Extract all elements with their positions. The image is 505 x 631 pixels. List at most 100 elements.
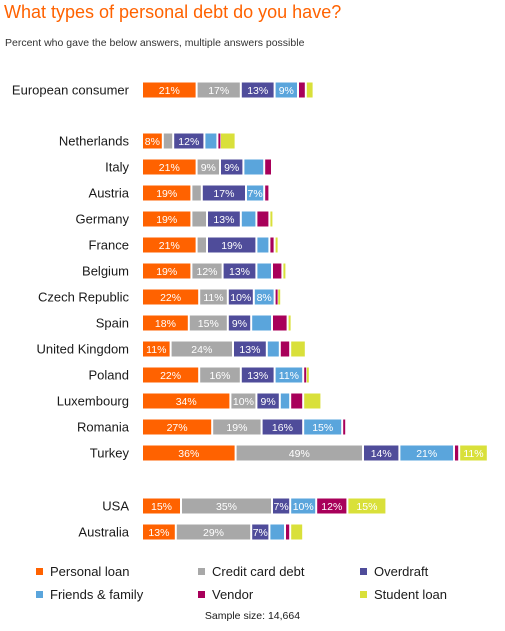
bar-australia-overdraft xyxy=(252,524,269,540)
bar-france-friends-and-family xyxy=(257,237,269,253)
data-label-italy-credit-card-debt: 9% xyxy=(201,162,216,174)
bar-germany-vendor xyxy=(257,211,269,227)
bar-italy-friends-and-family xyxy=(244,159,264,175)
bar-poland-student-loan xyxy=(306,367,309,383)
legend-item-friends-and-family: Friends & family xyxy=(36,587,143,602)
data-label-netherlands-overdraft: 12% xyxy=(178,136,199,148)
data-label-european-consumer-personal-loan: 21% xyxy=(159,85,180,97)
bar-spain-vendor xyxy=(273,315,287,331)
legend-swatch-vendor xyxy=(198,591,205,598)
bar-united-kingdom-friends-and-family xyxy=(267,341,279,357)
bar-italy-vendor xyxy=(265,159,271,175)
bar-australia-vendor xyxy=(286,524,290,540)
data-label-turkey-credit-card-debt: 49% xyxy=(289,448,310,460)
data-label-germany-personal-loan: 19% xyxy=(156,214,177,226)
data-label-united-kingdom-credit-card-debt: 24% xyxy=(191,344,212,356)
bar-united-kingdom-credit-card-debt xyxy=(171,341,232,357)
data-label-belgium-credit-card-debt: 12% xyxy=(196,266,217,278)
bar-belgium-personal-loan xyxy=(143,263,191,279)
bar-belgium-credit-card-debt xyxy=(192,263,222,279)
bar-usa-vendor xyxy=(317,498,347,514)
category-label-australia: Australia xyxy=(78,525,129,540)
bar-turkey-friends-and-family xyxy=(400,445,453,461)
bar-italy-credit-card-debt xyxy=(197,159,219,175)
category-label-austria: Austria xyxy=(89,186,130,201)
bar-netherlands-personal-loan xyxy=(143,133,162,149)
data-label-poland-friends-and-family: 11% xyxy=(279,370,299,382)
bar-spain-credit-card-debt xyxy=(189,315,227,331)
data-label-romania-personal-loan: 27% xyxy=(167,422,188,434)
legend-swatch-credit-card-debt xyxy=(198,568,205,575)
data-label-turkey-friends-and-family: 21% xyxy=(416,448,437,460)
category-label-netherlands: Netherlands xyxy=(59,134,130,149)
chart-subtitle: Percent who gave the below answers, mult… xyxy=(5,37,305,49)
bar-netherlands-student-loan xyxy=(221,133,235,149)
data-label-czech-republic-credit-card-debt: 11% xyxy=(203,292,223,304)
bar-united-kingdom-student-loan xyxy=(291,341,305,357)
bar-european-consumer-student-loan xyxy=(306,82,313,98)
sample-size-note: Sample size: 14,664 xyxy=(204,610,301,622)
bar-germany-friends-and-family xyxy=(241,211,256,227)
bar-romania-friends-and-family xyxy=(304,419,342,435)
bar-spain-student-loan xyxy=(288,315,291,331)
data-label-italy-overdraft: 9% xyxy=(224,162,239,174)
bar-netherlands-overdraft xyxy=(174,133,204,149)
legend-item-student-loan: Student loan xyxy=(360,587,447,602)
category-label-european-consumer: European consumer xyxy=(12,83,130,98)
bar-turkey-vendor xyxy=(455,445,459,461)
category-label-romania: Romania xyxy=(77,420,130,435)
category-label-united-kingdom: United Kingdom xyxy=(37,342,130,357)
bar-czech-republic-personal-loan xyxy=(143,289,199,305)
data-label-romania-credit-card-debt: 19% xyxy=(226,422,247,434)
data-label-usa-student-loan: 15% xyxy=(356,501,377,513)
bar-romania-vendor xyxy=(343,419,346,435)
data-label-european-consumer-friends-and-family: 9% xyxy=(279,85,294,97)
bar-australia-credit-card-debt xyxy=(176,524,251,540)
bar-austria-vendor xyxy=(265,185,269,201)
data-label-austria-friends-and-family: 7% xyxy=(248,188,263,200)
legend-label-credit-card-debt: Credit card debt xyxy=(212,564,305,579)
chart-legend: Personal loan Credit card debt Overdraft Fr… xyxy=(0,560,505,610)
legend-label-vendor: Vendor xyxy=(212,587,254,602)
bar-austria-friends-and-family xyxy=(247,185,264,201)
data-label-czech-republic-overdraft: 10% xyxy=(230,292,251,304)
bar-germany-student-loan xyxy=(270,211,273,227)
data-label-european-consumer-credit-card-debt: 17% xyxy=(208,85,229,97)
category-label-luxembourg: Luxembourg xyxy=(57,394,129,409)
data-label-belgium-personal-loan: 19% xyxy=(156,266,177,278)
bar-belgium-vendor xyxy=(273,263,282,279)
bar-australia-personal-loan xyxy=(143,524,175,540)
bar-italy-overdraft xyxy=(221,159,243,175)
data-label-turkey-personal-loan: 36% xyxy=(178,448,199,460)
bar-czech-republic-student-loan xyxy=(278,289,281,305)
bar-usa-overdraft xyxy=(273,498,290,514)
bar-belgium-overdraft xyxy=(223,263,256,279)
bar-usa-friends-and-family xyxy=(291,498,316,514)
data-label-poland-overdraft: 13% xyxy=(247,370,268,382)
bar-austria-personal-loan xyxy=(143,185,191,201)
bar-france-vendor xyxy=(270,237,274,253)
bar-european-consumer-overdraft xyxy=(241,82,274,98)
bar-spain-overdraft xyxy=(228,315,251,331)
legend-label-friends-and-family: Friends & family xyxy=(50,587,144,602)
bar-united-kingdom-vendor xyxy=(280,341,290,357)
bar-belgium-friends-and-family xyxy=(257,263,271,279)
bar-australia-friends-and-family xyxy=(270,524,284,540)
category-label-czech-republic: Czech Republic xyxy=(38,290,130,305)
bar-spain-personal-loan xyxy=(143,315,188,331)
data-label-usa-personal-loan: 15% xyxy=(151,501,172,513)
bar-turkey-student-loan xyxy=(460,445,487,461)
bar-belgium-student-loan xyxy=(283,263,286,279)
legend-swatch-personal-loan xyxy=(36,568,43,575)
data-label-usa-overdraft: 7% xyxy=(274,501,289,513)
data-label-spain-overdraft: 9% xyxy=(232,318,247,330)
legend-item-vendor: Vendor xyxy=(198,587,253,602)
bar-france-credit-card-debt xyxy=(197,237,206,253)
data-label-united-kingdom-overdraft: 13% xyxy=(239,344,260,356)
data-label-austria-overdraft: 17% xyxy=(213,188,234,200)
legend-label-student-loan: Student loan xyxy=(374,587,448,602)
bar-poland-personal-loan xyxy=(143,367,199,383)
data-label-austria-personal-loan: 19% xyxy=(156,188,177,200)
bar-european-consumer-personal-loan xyxy=(143,82,196,98)
category-label-italy: Italy xyxy=(105,160,129,175)
